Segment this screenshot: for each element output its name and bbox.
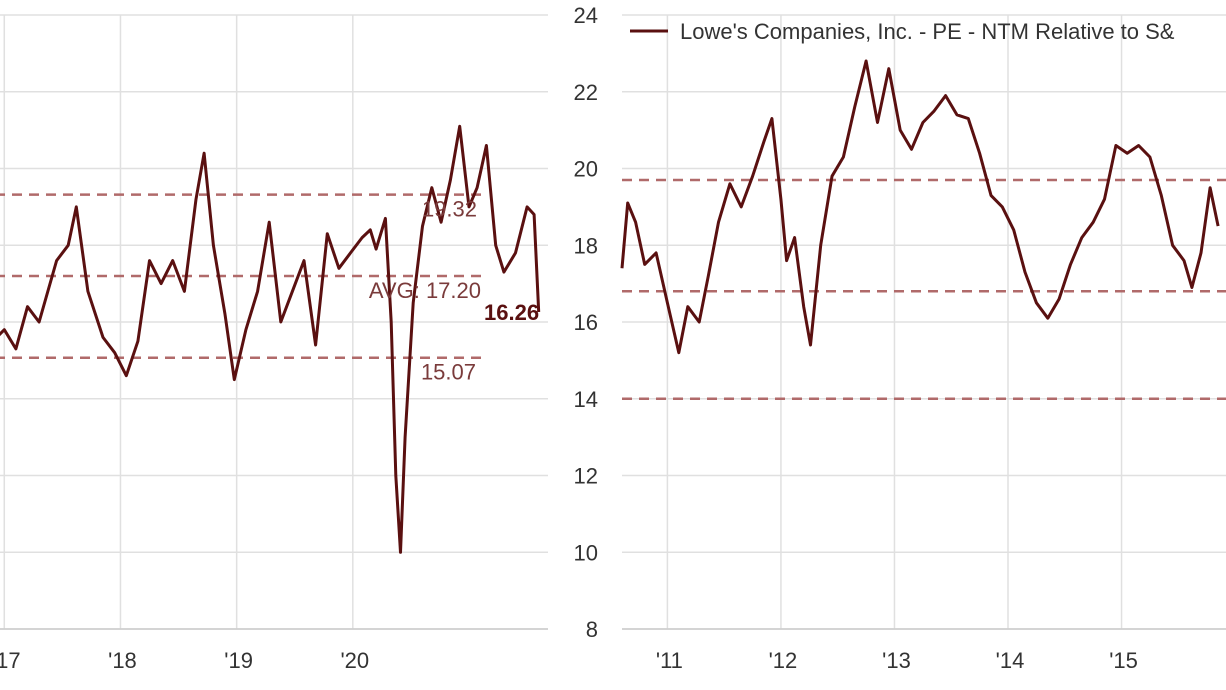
series-line: [0, 124, 541, 554]
x-tick-label: '18: [108, 648, 137, 673]
y-tick-label: 16: [574, 310, 598, 335]
y-tick-label: 20: [574, 157, 598, 182]
y-tick-label: 24: [574, 3, 598, 28]
y-tick-label: 8: [586, 617, 598, 642]
last-value-label: 16.26: [484, 300, 539, 325]
x-tick-label: '12: [769, 648, 798, 673]
legend-entry: Lowe's Companies, Inc. - PE - NTM Relati…: [680, 19, 1175, 44]
band-label: AVG: 17.20: [369, 278, 481, 303]
band-label: 15.07: [421, 360, 476, 385]
left-chart: '17 '18 '19 '20 19.32 AVG: 17.20 15.07 16.26: [0, 14, 548, 673]
series-line: [620, 59, 1220, 355]
y-tick-label: 22: [574, 80, 598, 105]
y-tick-label: 18: [574, 233, 598, 258]
y-tick-label: 12: [574, 464, 598, 489]
x-tick-label: '17: [0, 648, 21, 673]
x-tick-label: '13: [882, 648, 911, 673]
right-chart: '11 '12 '13 '14 '15 8 10 12 14 16 18 20 22 24 Lowe's C…: [574, 3, 1226, 673]
y-tick-label: 10: [574, 540, 598, 565]
y-tick-label: 14: [574, 387, 598, 412]
x-tick-label: '11: [656, 648, 683, 673]
x-tick-label: '19: [224, 648, 253, 673]
band-label: 19.32: [422, 197, 477, 222]
x-tick-label: '15: [1109, 648, 1138, 673]
x-tick-label: '14: [996, 648, 1025, 673]
x-tick-label: '20: [340, 648, 369, 673]
legend: Lowe's Companies, Inc. - PE - NTM Relati…: [630, 19, 1175, 44]
